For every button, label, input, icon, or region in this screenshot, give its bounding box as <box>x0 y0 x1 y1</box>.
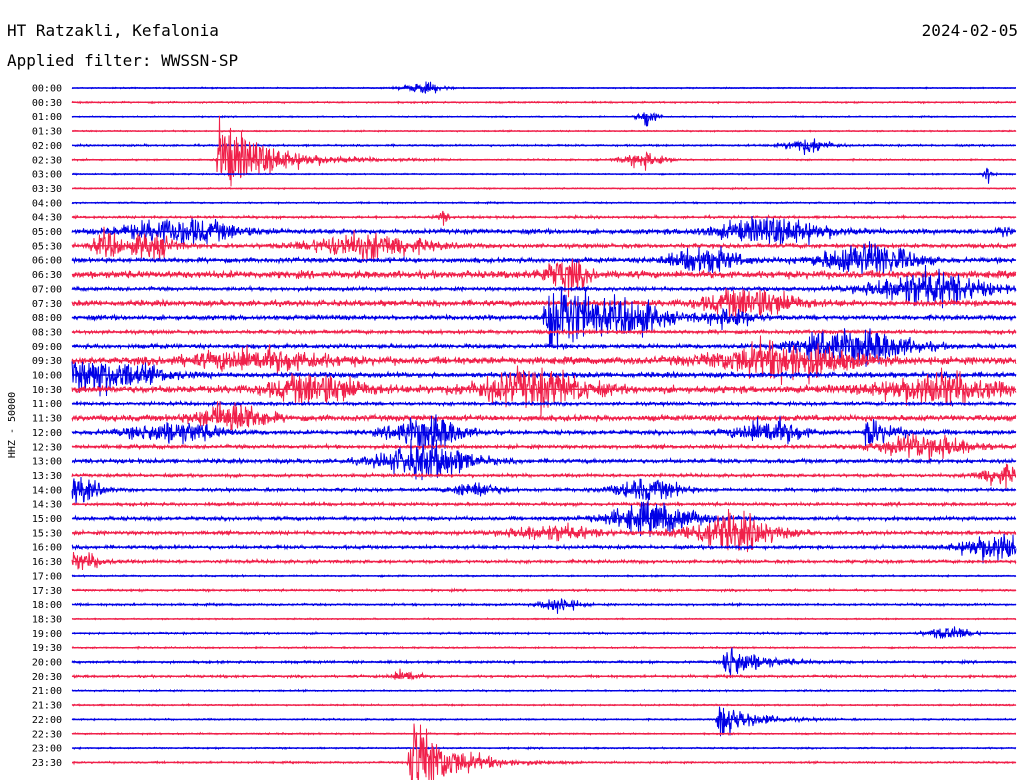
time-tick-labels: 00:00 00:30 01:00 01:30 02:00 02:30 03:00 03:30… <box>32 84 62 769</box>
time-tick-label: 21:30 <box>32 701 62 712</box>
time-tick-label: 14:30 <box>32 500 62 511</box>
time-tick-label: 08:00 <box>32 313 62 324</box>
time-tick-label: 17:00 <box>32 571 62 582</box>
time-tick-label: 07:00 <box>32 284 62 295</box>
time-tick-label: 16:00 <box>32 543 62 554</box>
time-tick-label: 15:30 <box>32 528 62 539</box>
time-tick-label: 15:00 <box>32 514 62 525</box>
time-tick-label: 19:00 <box>32 629 62 640</box>
trace-row-1900 <box>71 626 1017 639</box>
time-tick-label: 18:30 <box>32 614 62 625</box>
time-tick-label: 07:30 <box>32 299 62 310</box>
time-tick-label: 10:30 <box>32 385 62 396</box>
time-tick-label: 08:30 <box>32 327 62 338</box>
time-tick-label: 12:30 <box>32 442 62 453</box>
time-tick-label: 06:30 <box>32 270 62 281</box>
trace-row-1200 <box>71 414 1017 454</box>
time-tick-label: 14:00 <box>32 485 62 496</box>
time-tick-label: 21:00 <box>32 686 62 697</box>
time-tick-label: 02:00 <box>32 141 62 152</box>
time-tick-label: 04:30 <box>32 213 62 224</box>
time-tick-label: 05:30 <box>32 241 62 252</box>
station-title: HT Ratzakli, Kefalonia <box>7 21 219 40</box>
trace-row-1600 <box>71 533 1017 564</box>
time-tick-label: 20:00 <box>32 658 62 669</box>
trace-row-1800 <box>71 598 1017 614</box>
time-tick-label: 02:30 <box>32 155 62 166</box>
time-tick-label: 03:30 <box>32 184 62 195</box>
date-label: 2024-02-05 <box>921 21 1018 40</box>
filter-label: Applied filter: WWSSN-SP <box>7 51 239 70</box>
time-tick-label: 17:30 <box>32 586 62 597</box>
time-tick-label: 16:30 <box>32 557 62 568</box>
time-tick-label: 23:30 <box>32 758 62 769</box>
trace-row-1330 <box>71 463 1016 490</box>
trace-row-2330 <box>71 723 1017 780</box>
trace-row-1230 <box>71 433 1017 463</box>
trace-row-0300 <box>72 167 1017 184</box>
channel-label: HHZ - 50000 <box>7 392 18 458</box>
time-tick-label: 13:30 <box>32 471 62 482</box>
time-tick-label: 03:00 <box>32 170 62 181</box>
time-tick-label: 11:30 <box>32 414 62 425</box>
trace-row-0430 <box>71 210 1017 226</box>
time-tick-label: 22:30 <box>32 729 62 740</box>
time-tick-label: 06:00 <box>32 256 62 267</box>
time-tick-label: 00:00 <box>32 84 62 95</box>
trace-group <box>71 81 1017 780</box>
trace-row-1300 <box>71 438 1017 481</box>
time-tick-label: 01:30 <box>32 127 62 138</box>
time-tick-label: 11:00 <box>32 399 62 410</box>
trace-row-2200 <box>71 706 1017 737</box>
time-tick-label: 23:00 <box>32 744 62 755</box>
time-tick-label: 20:30 <box>32 672 62 683</box>
trace-row-0200 <box>71 138 1016 156</box>
time-tick-label: 05:00 <box>32 227 62 238</box>
trace-row-2000 <box>71 646 1017 678</box>
time-tick-label: 01:00 <box>32 112 62 123</box>
trace-row-1530 <box>72 508 1017 553</box>
time-tick-label: 10:00 <box>32 371 62 382</box>
time-tick-label: 18:00 <box>32 600 62 611</box>
trace-row-2030 <box>71 668 1017 681</box>
time-tick-label: 09:30 <box>32 356 62 367</box>
time-tick-label: 00:30 <box>32 98 62 109</box>
trace-row-0230 <box>71 115 1017 187</box>
trace-row-0100 <box>71 112 1017 127</box>
time-tick-label: 09:00 <box>32 342 62 353</box>
time-tick-label: 12:00 <box>32 428 62 439</box>
trace-row-1400 <box>71 476 1017 505</box>
time-tick-label: 04:00 <box>32 198 62 209</box>
time-tick-label: 19:30 <box>32 643 62 654</box>
time-tick-label: 13:00 <box>32 457 62 468</box>
time-tick-label: 22:00 <box>32 715 62 726</box>
